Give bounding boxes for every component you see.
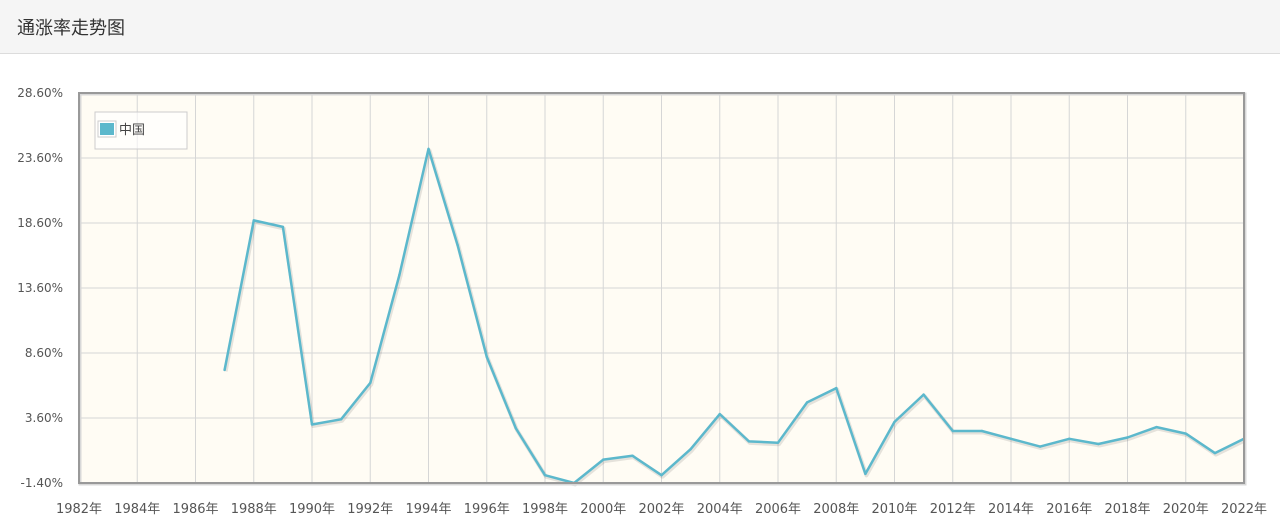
x-tick-label: 2002年: [638, 502, 684, 517]
x-tick-label: 1988年: [231, 502, 277, 517]
data-point: [631, 454, 634, 457]
y-tick-label: 18.60%: [17, 216, 63, 230]
x-tick-label: 2020年: [1163, 502, 1209, 517]
y-tick-label: 3.60%: [25, 411, 63, 425]
x-tick-label: 2012年: [930, 502, 976, 517]
x-tick-label: 1984年: [114, 502, 160, 517]
data-point: [980, 429, 984, 433]
header-bar: 通涨率走势图: [0, 0, 1280, 54]
y-tick-label: 13.60%: [17, 281, 63, 295]
x-tick-label: 2006年: [755, 502, 801, 517]
data-point: [602, 458, 605, 461]
y-tick-label: 28.60%: [17, 86, 63, 100]
x-tick-label: 1994年: [405, 502, 451, 517]
data-point: [922, 393, 925, 396]
data-point: [1126, 436, 1129, 439]
data-point: [398, 273, 401, 277]
data-point: [1068, 437, 1071, 440]
data-point: [1213, 451, 1217, 455]
data-point: [805, 401, 809, 404]
data-point: [485, 355, 488, 359]
data-point: [835, 386, 838, 390]
data-point: [893, 420, 896, 424]
data-point: [543, 474, 547, 477]
data-point: [427, 147, 430, 151]
x-tick-label: 1986年: [172, 502, 218, 517]
data-point: [456, 243, 459, 247]
x-tick-label: 1990年: [289, 502, 335, 517]
data-point: [951, 429, 954, 433]
data-point: [660, 474, 663, 477]
x-tick-label: 1996年: [464, 502, 510, 517]
data-point: [1184, 432, 1187, 435]
data-point: [369, 381, 372, 385]
data-point: [1009, 437, 1013, 440]
x-tick-label: 1998年: [522, 502, 568, 517]
y-tick-label: 8.60%: [25, 346, 63, 360]
data-point: [1097, 442, 1100, 446]
data-point: [514, 427, 518, 430]
series-line: [223, 147, 1246, 485]
x-tick-label: 2022年: [1221, 502, 1267, 517]
data-point: [718, 412, 721, 416]
plot-frame: [78, 92, 1245, 484]
x-tick-label: 1992年: [347, 502, 393, 517]
x-tick-label: 2010年: [871, 502, 917, 517]
data-point: [252, 219, 255, 222]
y-tick-label: 23.60%: [17, 151, 63, 165]
x-tick-label: 2018年: [1104, 502, 1150, 517]
data-point: [864, 472, 867, 476]
legend-label: 中国: [119, 123, 145, 138]
data-point: [776, 441, 780, 444]
data-point: [310, 423, 314, 426]
data-point: [223, 368, 226, 372]
data-point: [281, 225, 285, 229]
legend-swatch: [100, 123, 114, 135]
x-tick-label: 2014年: [988, 502, 1034, 517]
data-point: [1038, 445, 1042, 448]
page-title: 通涨率走势图: [17, 18, 125, 39]
data-point: [689, 448, 692, 451]
y-tick-label: -1.40%: [21, 476, 63, 490]
x-tick-label: 1982年: [56, 502, 102, 517]
x-tick-label: 2016年: [1046, 502, 1092, 517]
data-point: [339, 418, 343, 421]
data-point: [747, 440, 751, 443]
data-point: [1155, 425, 1158, 429]
x-tick-label: 2008年: [813, 502, 859, 517]
x-tick-label: 2004年: [697, 502, 743, 517]
x-tick-label: 2000年: [580, 502, 626, 517]
